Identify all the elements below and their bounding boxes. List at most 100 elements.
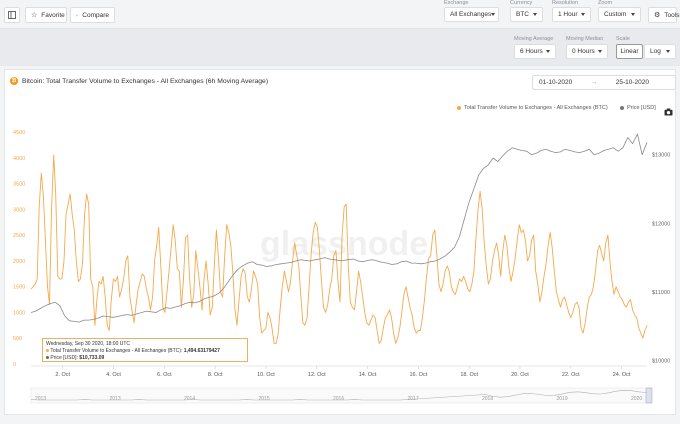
exchange-label: Exchange: [444, 0, 469, 6]
x-tick-label: 8. Oct: [208, 372, 223, 378]
scale-label: Scale: [616, 36, 630, 42]
y-left-tick-label: 3000: [13, 207, 25, 213]
legend-item-volume[interactable]: Total Transfer Volume to Exchanges - All…: [457, 105, 608, 111]
currency-value: BTC: [516, 11, 529, 18]
chevron-down-icon: [533, 13, 537, 16]
camera-icon[interactable]: [664, 103, 673, 121]
chevron-down-icon: [546, 50, 550, 53]
navigator-year-label: 2020: [631, 396, 642, 402]
navigator-year-label: 2013: [35, 396, 46, 402]
date-to[interactable]: 25-10-2020: [615, 79, 649, 86]
chart-controls-row: Moving Average 6 Hours Moving Median 0 H…: [0, 28, 680, 66]
navigator-series: [30, 389, 648, 401]
scale-log-label: Log: [650, 48, 661, 55]
zoom-label: Zoom: [598, 0, 613, 6]
y-left-tick-label: 4000: [13, 156, 25, 162]
panel-icon: [8, 11, 16, 19]
chevron-down-icon: [598, 50, 602, 53]
exchange-select[interactable]: All Exchanges: [444, 7, 499, 22]
time-navigator[interactable]: 2013 2013 2014 2015 2016 2017 2018 2019 2020: [30, 387, 653, 404]
legend-dot: [620, 106, 624, 110]
moving-median-value: 0 Hours: [572, 48, 595, 55]
currency-label: Currency: [510, 0, 533, 6]
bitcoin-icon: ₿: [10, 77, 18, 85]
navigator-year-label: 2015: [259, 396, 270, 402]
x-tick-label: 22. Oct: [562, 372, 580, 378]
plot-area: [30, 133, 648, 344]
legend-label: Price [USD]: [627, 105, 656, 111]
y-right-tick-label: $11000: [652, 290, 670, 296]
y-axis-right: $10000 $11000 $12000 $13000: [652, 153, 670, 365]
y-left-tick-label: 4500: [13, 130, 25, 136]
chart-title-text: Bitcoin: Total Transfer Volume to Exchan…: [22, 77, 269, 85]
legend-label: Total Transfer Volume to Exchanges - All…: [464, 105, 608, 111]
moving-median-select[interactable]: 0 Hours: [566, 44, 608, 59]
x-tick-label: 18. Oct: [460, 372, 478, 378]
scale-linear-button[interactable]: Linear: [616, 44, 643, 59]
tooltip-volume-row: Total Transfer Volume to Exchanges - All…: [46, 348, 244, 355]
zoom-select[interactable]: Custom: [598, 7, 641, 22]
navigator-year-label: 2016: [333, 396, 344, 402]
x-tick-label: 24. Oct: [613, 372, 631, 378]
y-right-tick-label: $12000: [652, 221, 670, 227]
date-range-picker[interactable]: 01-10-2020 → 25-10-2020: [532, 75, 676, 90]
scale-linear-label: Linear: [620, 48, 639, 55]
scale-log-button[interactable]: Log: [644, 44, 676, 59]
exchange-value: All Exchanges: [450, 11, 492, 18]
star-icon: ☆: [31, 12, 38, 19]
line-chart-icon: [76, 14, 79, 16]
navigator-year-label: 2014: [184, 396, 195, 402]
tooltip: Wednesday, Sep 30 2020, 18:00 UTC Total …: [42, 338, 248, 362]
tooltip-price-value: $10,733.09: [79, 354, 105, 361]
tools-label: Tools: [664, 11, 680, 19]
moving-median-label: Moving Median: [566, 36, 604, 42]
chevron-down-icon: [581, 13, 585, 16]
chevron-down-icon: [491, 13, 496, 16]
resolution-label: Resolution: [552, 0, 578, 6]
favorite-label: Favorite: [41, 11, 65, 19]
resolution-select[interactable]: 1 Hour: [552, 7, 591, 22]
tooltip-dot: [46, 355, 49, 359]
compare-label: Compare: [82, 11, 109, 19]
y-left-tick-label: 2000: [13, 259, 25, 265]
tooltip-volume-label: Total Transfer Volume to Exchanges - All…: [50, 347, 183, 354]
x-tick-label: 14. Oct: [359, 372, 377, 378]
x-tick-label: 12. Oct: [308, 372, 326, 378]
tooltip-dot: [46, 348, 49, 352]
price-series-line: [30, 133, 648, 323]
chart-panel: ₿ Bitcoin: Total Transfer Volume to Exch…: [4, 69, 676, 415]
y-left-tick-label: 0: [13, 362, 16, 368]
gear-icon: ⚙: [654, 12, 661, 19]
y-left-tick-label: 500: [13, 336, 22, 342]
compare-button[interactable]: Compare: [70, 7, 115, 23]
y-left-tick-label: 1000: [13, 310, 25, 316]
sidebar-toggle-button[interactable]: [4, 7, 20, 23]
top-toolbar: ☆ Favorite Compare Exchange All Exchange…: [0, 0, 680, 28]
chart-canvas[interactable]: glassnode 0 500 1000 1500 2000 2500 3000 3500 40…: [5, 70, 677, 416]
moving-average-value: 6 Hours: [520, 48, 543, 55]
x-axis: 2. Oct 4. Oct 6. Oct 8. Oct 10. Oct 12. Oct 14…: [31, 365, 647, 378]
resolution-value: 1 Hour: [558, 11, 578, 18]
legend-item-price[interactable]: Price [USD]: [620, 105, 656, 111]
moving-average-select[interactable]: 6 Hours: [514, 44, 556, 59]
navigator-year-label: 2019: [557, 396, 568, 402]
legend-dot: [457, 106, 461, 110]
y-right-tick-label: $13000: [652, 153, 670, 159]
y-right-tick-label: $10000: [652, 359, 670, 365]
navigator-year-label: 2018: [482, 396, 493, 402]
tooltip-price-row: Price [USD]: $10,733.09: [46, 355, 244, 362]
currency-select[interactable]: BTC: [510, 7, 543, 22]
arrow-right-icon: →: [590, 79, 598, 86]
tooltip-volume-value: 1,494.63179427: [183, 347, 220, 354]
y-left-tick-label: 2500: [13, 233, 25, 239]
moving-average-label: Moving Average: [514, 36, 554, 42]
navigator-selection-handle[interactable]: [645, 387, 653, 404]
date-from[interactable]: 01-10-2020: [539, 79, 573, 86]
x-tick-label: 16. Oct: [410, 372, 428, 378]
x-tick-label: 4. Oct: [106, 372, 121, 378]
navigator-year-label: 2013: [110, 396, 121, 402]
x-tick-label: 2. Oct: [55, 372, 70, 378]
favorite-button[interactable]: ☆ Favorite: [25, 7, 67, 23]
tools-button[interactable]: ⚙ Tools: [648, 7, 680, 23]
chevron-down-icon: [631, 13, 635, 16]
